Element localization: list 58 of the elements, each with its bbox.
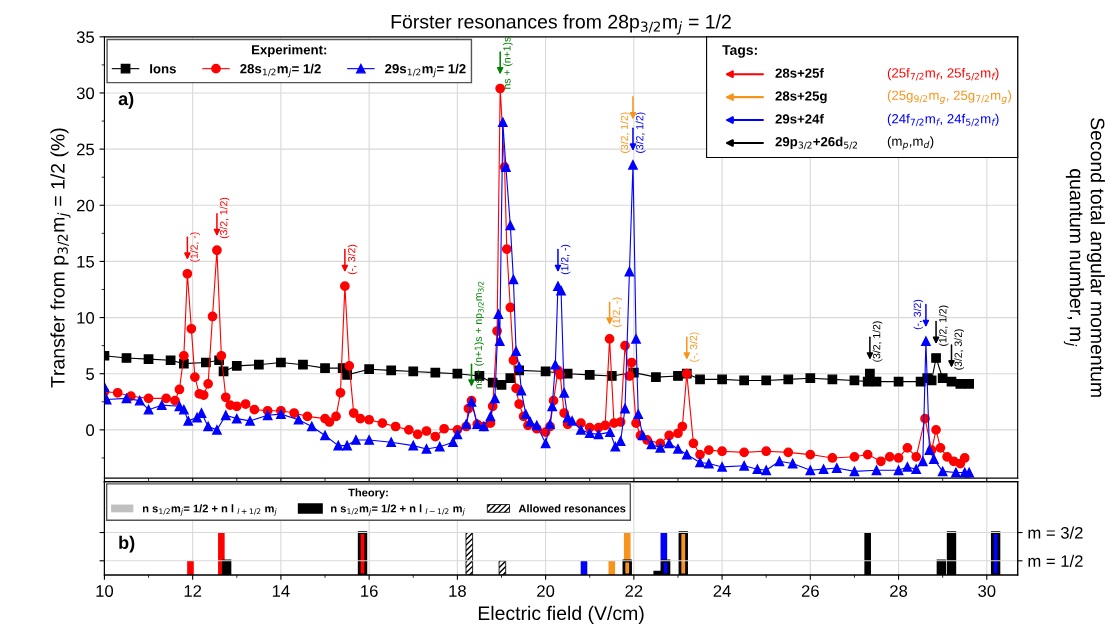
x-tick-label: 24 — [713, 585, 731, 597]
text: m = 1/2 — [1028, 554, 1083, 568]
y2-axis-title: Second total angular momentum quantum number, m$_{j}$ — [1063, 118, 1105, 397]
annotation: a) — [118, 92, 134, 109]
annotation: b) — [119, 535, 135, 553]
y-tick-label: 15 — [77, 256, 95, 268]
text: m = 3/2 — [1028, 526, 1083, 539]
x-tick-label: 18 — [449, 585, 466, 597]
text: (25f$_{7/2}$m$_{f}$, 25f$_{5/2}$m$_{f}$) — [887, 67, 999, 81]
annotation: (1/2, -) — [190, 232, 200, 262]
x-tick-label: 26 — [801, 585, 819, 597]
legend-label: 29s$_{1/2}$m$_{j}$= 1/2 — [385, 63, 466, 78]
annotation: (-, 3/2) — [347, 244, 358, 275]
legend-label: n s$_{1/2}$m$_{j}$= 1/2 + n l $_{l−1/2}$ m$_{j}$ — [331, 504, 465, 516]
category-label: 28s+25f — [775, 68, 824, 78]
y-tick-label: 35 — [76, 31, 95, 44]
annotation: (-, 3/2) — [913, 299, 924, 330]
annotation: (3/2, 1/2) — [872, 321, 883, 362]
annotation: ns + (n+1)s — [502, 37, 513, 89]
text: (25g$_{9/2}$m$_{g}$, 25g$_{7/2}$m$_{g}$) — [887, 90, 1012, 104]
annotation: (3/2, 3/2) — [954, 329, 964, 370]
category-label: 29s+24f — [775, 113, 824, 124]
text: Tags: — [722, 45, 757, 58]
y-tick-label: 10 — [77, 311, 95, 324]
x-tick-label: 30 — [978, 585, 996, 597]
text: n s$_{1/2}$m$_{j}$= 1/2 + n l $_{l+1/2}$ m$_{j}$ — [142, 504, 277, 516]
legend-title: Experiment: — [252, 44, 327, 58]
legend-label: Allowed resonances — [518, 504, 626, 513]
annotation: ns + (n+1)s + np$_{3/2}$m$_{3/2}$ — [474, 281, 485, 389]
annotation: (3/2, 1/2) — [620, 112, 631, 153]
annotation: (m$_{p}$,m$_{d}$) — [887, 136, 934, 150]
y-tick-label: 30 — [76, 87, 95, 100]
x-tick-label: 22 — [625, 585, 643, 597]
x-tick-label: 20 — [537, 585, 555, 597]
chart-title: Förster resonances from 28p$_{3/2}$m$_{j}$ = 1/2 — [391, 14, 731, 35]
y-tick-label: 0 — [86, 424, 95, 437]
x-tick-label: 14 — [272, 585, 290, 597]
annotation: (1/2, 1/2) — [938, 305, 949, 346]
x-axis-title: Electric field (V/cm) — [478, 605, 644, 624]
x-tick-label: 10 — [96, 585, 114, 597]
annotation: (3/2, 1/2) — [219, 197, 230, 239]
x-tick-label: 12 — [184, 585, 202, 597]
x-tick-label: 16 — [361, 585, 378, 597]
annotation: (1/2, -) — [560, 244, 571, 275]
category-label: 29p$_{3/2}$+26d$_{5/2}$ — [775, 136, 857, 150]
y-tick-label: 5 — [86, 368, 95, 380]
y-tick-label: 25 — [77, 143, 95, 156]
annotation: (-, 3/2) — [689, 332, 700, 362]
y-axis-title: Transfer from p$_{3/2}$m$_{j}$ = 1/2 (%) — [50, 128, 71, 388]
legend-label: 28s$_{1/2}$m$_{j}$= 1/2 — [240, 63, 321, 78]
x-tick-label: 28 — [890, 585, 908, 597]
annotation: (1/2, -) — [612, 297, 623, 327]
legend-title: Theory: — [348, 488, 388, 499]
text: (24f$_{7/2}$m$_{f}$, 24f$_{5/2}$m$_{f}$) — [887, 113, 999, 127]
y-tick-label: 20 — [77, 199, 95, 212]
category-label: 28s+25g — [775, 91, 827, 104]
legend-label: Ions — [150, 64, 176, 74]
annotation: (3/2, 1/2) — [635, 112, 646, 153]
